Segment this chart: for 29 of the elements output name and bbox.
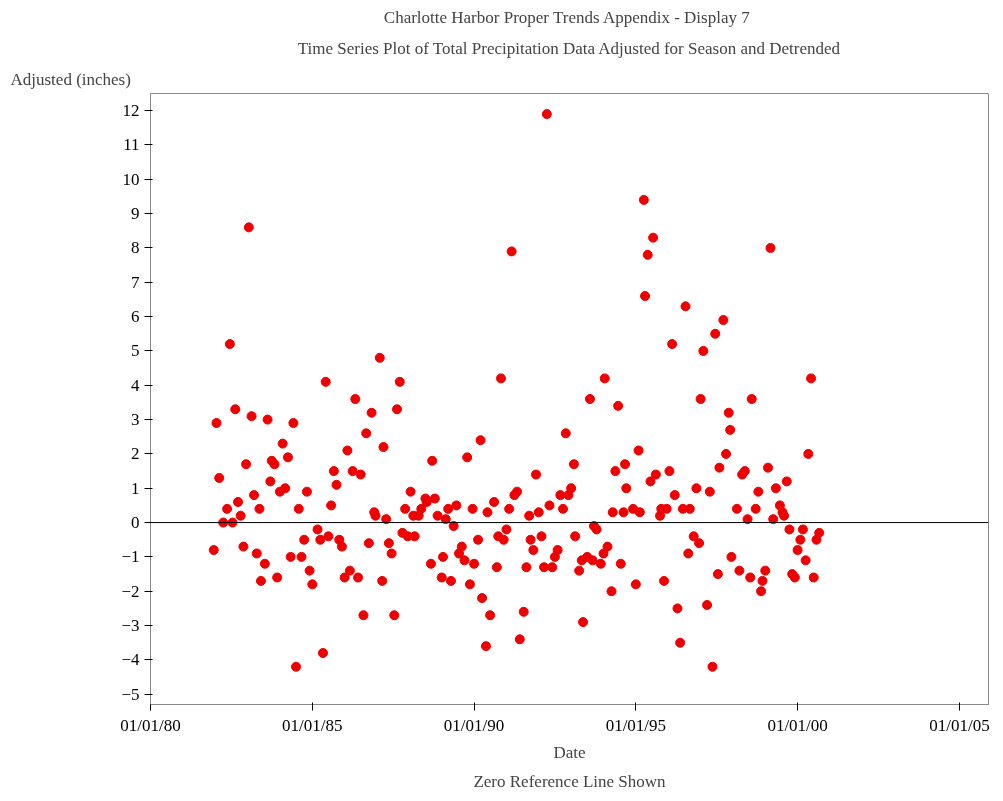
x-tick-label: 01/01/00 xyxy=(767,715,828,735)
y-tick-label: 5 xyxy=(131,341,140,361)
y-tick-label: −3 xyxy=(121,616,140,636)
y-tick-label: 9 xyxy=(131,204,140,224)
x-tick-label: 01/01/95 xyxy=(605,715,667,735)
y-tick-label: −4 xyxy=(121,650,140,670)
y-tick-label: 11 xyxy=(123,135,140,155)
y-tick-label: −2 xyxy=(121,581,140,601)
y-tick-label: 12 xyxy=(122,101,140,121)
y-axis-title: Adjusted (inches) xyxy=(10,69,131,89)
y-tick-label: 4 xyxy=(131,375,140,395)
y-tick-label: −1 xyxy=(121,547,140,567)
y-tick-label: 0 xyxy=(131,513,140,533)
chart-subtitle: Time Series Plot of Total Precipitation Data Adjusted for Season and Detrended xyxy=(297,38,841,58)
y-tick-label: 1 xyxy=(131,478,140,498)
x-axis-title: Date xyxy=(553,742,586,762)
chart-title: Charlotte Harbor Proper Trends Appendix - Display 7 xyxy=(383,7,751,27)
y-tick-label: 3 xyxy=(131,410,140,430)
x-tick-label: 01/01/85 xyxy=(282,715,343,735)
x-tick-label: 01/01/05 xyxy=(929,715,990,735)
y-tick-label: 8 xyxy=(131,238,140,258)
x-tick-label: 01/01/80 xyxy=(120,715,181,735)
y-tick-label: 10 xyxy=(122,169,140,189)
y-tick-label: 6 xyxy=(131,307,140,327)
y-tick-label: 2 xyxy=(131,444,140,464)
x-tick-label: 01/01/90 xyxy=(443,715,505,735)
y-tick-label: 7 xyxy=(131,272,140,292)
text: Zero Reference Line Shown xyxy=(473,771,667,791)
y-tick-label: −5 xyxy=(121,684,140,704)
